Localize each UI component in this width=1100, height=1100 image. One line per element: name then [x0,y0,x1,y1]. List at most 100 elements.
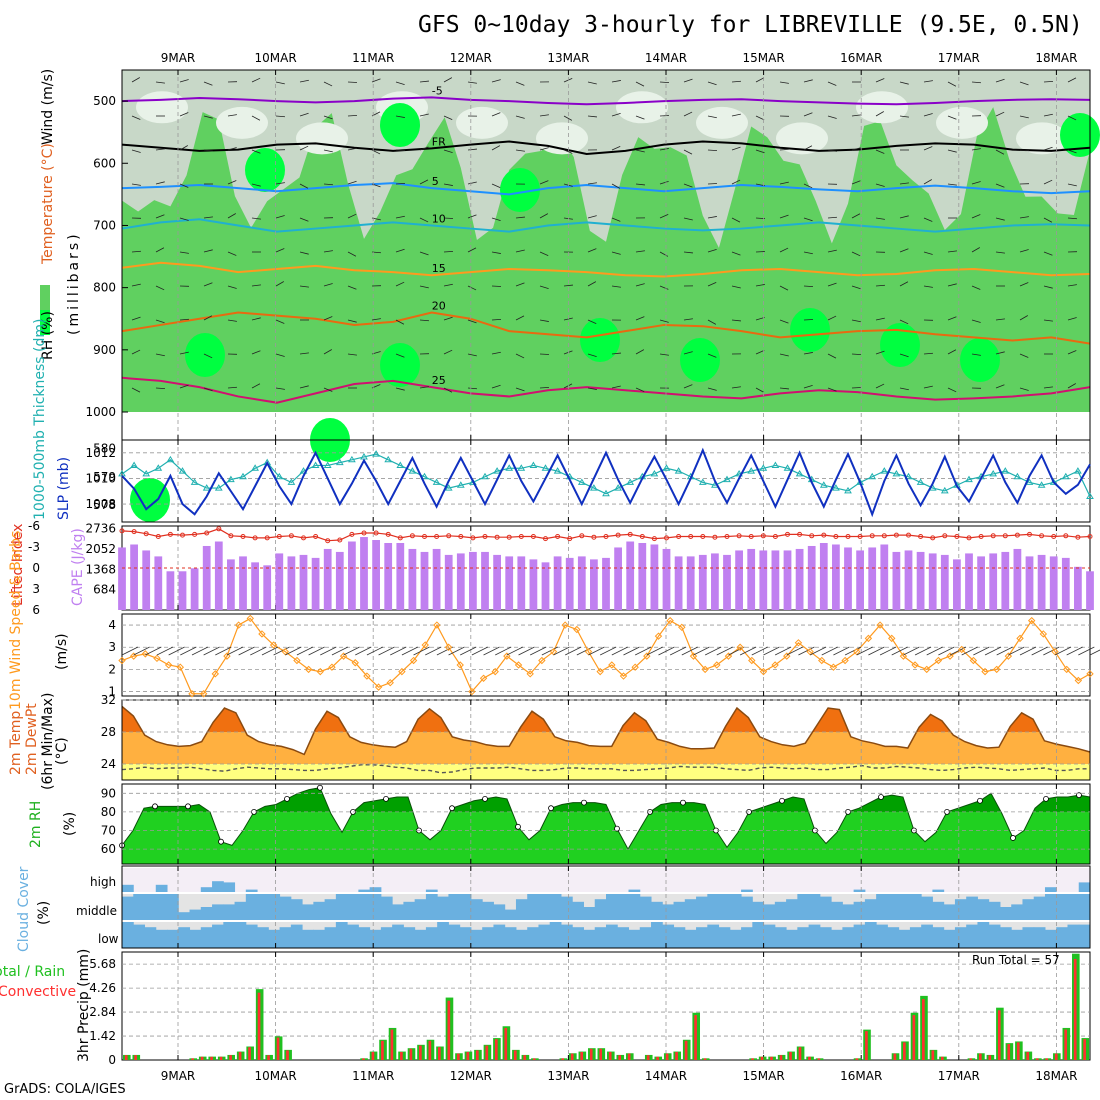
precip-convective-bar [257,992,261,1060]
rh2m-marker [284,795,290,802]
thickness-marker [1025,478,1034,485]
cloud-bar [786,929,798,948]
cloud-bar [988,924,1001,948]
rh-saturated-patch [245,148,285,192]
lifted-index-marker [651,536,657,542]
rh2m-marker [1043,795,1049,802]
wind-barb [611,145,621,151]
cloud-bar [493,924,506,948]
cape-bar [384,542,393,610]
contour-label: 5 [432,175,439,188]
precip-convective-bar [599,1048,603,1060]
thickness-marker [590,484,598,491]
cape-bar [953,559,961,610]
wind-barb [786,646,803,656]
wind-barb [530,646,547,656]
wind-barb [131,250,142,253]
wind-barb [155,81,165,84]
wind-speed-marker [794,639,803,647]
precip-units-label: 3hr Precip (mm) [76,949,92,1062]
wind-barb [467,319,477,324]
cloud-bar [741,889,753,892]
wind-speed-marker [689,652,698,660]
lifted-index-marker [518,534,524,539]
cloud-bar [313,901,326,920]
cloud-bar [482,927,494,948]
wind-speed-marker [223,652,231,660]
wind-barb [731,319,741,322]
wind-barb [707,81,717,86]
wind-barb [1067,317,1077,321]
wind-speed-marker [526,670,534,678]
cape-bar [1013,548,1022,610]
lifted-index-marker [591,534,597,540]
cape-bar [662,548,671,610]
rh2m-marker [185,803,191,810]
wind-barb [227,213,236,219]
thickness-marker [287,478,296,485]
wind-barb [875,317,885,321]
date-label-top: 11MAR [352,51,394,65]
rh2m-high-area [122,787,1090,812]
thickness-marker [783,464,792,471]
wind-barb [227,180,237,185]
wind-barb [419,146,429,151]
wind-barb [774,646,792,656]
wind-barb [347,285,357,290]
cloud-bar [414,899,427,920]
thickness-marker [614,484,622,491]
thickness-marker [832,484,840,491]
cloud-bar [572,901,584,920]
lifted-index-marker [639,534,645,539]
precip-convective-bar [457,1053,460,1060]
y-tick-label: 500 [93,94,116,108]
cloud-bar [515,929,528,948]
wind-barb [827,387,837,392]
wind-speed-marker [771,661,779,669]
cloud-bar [347,924,359,948]
lifted-index-marker [301,535,306,541]
wind-barb [683,149,693,155]
cloud-bar [302,929,314,948]
wind-speed-marker [141,650,150,658]
cloud-bar [909,927,922,948]
thickness-marker [940,486,949,494]
thickness-marker [541,464,550,471]
wind-speed-marker [129,652,138,660]
rh-dry-patch [136,91,188,124]
wind-barb [587,387,597,390]
y-tick-label: 28 [101,725,116,739]
precip-convective-bar [1054,1053,1058,1060]
cloud-bar [425,927,438,948]
precip-convective-bar [371,1051,375,1060]
wind-barb [947,149,957,153]
date-axis-bottom: 9MAR 10MAR 11MAR 12MAR 13MAR 14MAR 15MAR 16MAR 1… [161,1069,1078,1083]
precip-convective-bar [485,1045,489,1060]
wind-barb [251,317,261,321]
wind-barb [1043,179,1053,185]
cloud-bar [302,904,314,920]
precip-convective-bar [1007,1043,1011,1060]
wind-speed-marker [911,661,919,669]
thickness-marker [650,469,659,477]
y-tick-label: 80 [101,805,116,819]
precip-convective-bar [912,1015,916,1060]
wind-barb [323,316,333,321]
wind-barb [203,249,213,253]
cape-bar [118,547,126,610]
precip-conv-label: Convective [0,984,76,1000]
wind-speed-marker [678,623,686,632]
cape-bar [456,553,465,610]
lifted-index-marker [325,538,331,544]
y-tick-label: 1008 [85,497,116,511]
thickness-marker [493,467,501,474]
cloud-bar [606,894,618,920]
wind-barb [371,318,381,321]
wind-speed-marker [491,667,499,676]
wind-barb [273,646,290,656]
wind-barb [203,81,213,86]
wind-barb [179,112,189,117]
contour-label: FR [432,135,446,148]
cape-bar [263,565,272,610]
cloud-bar [763,904,776,920]
